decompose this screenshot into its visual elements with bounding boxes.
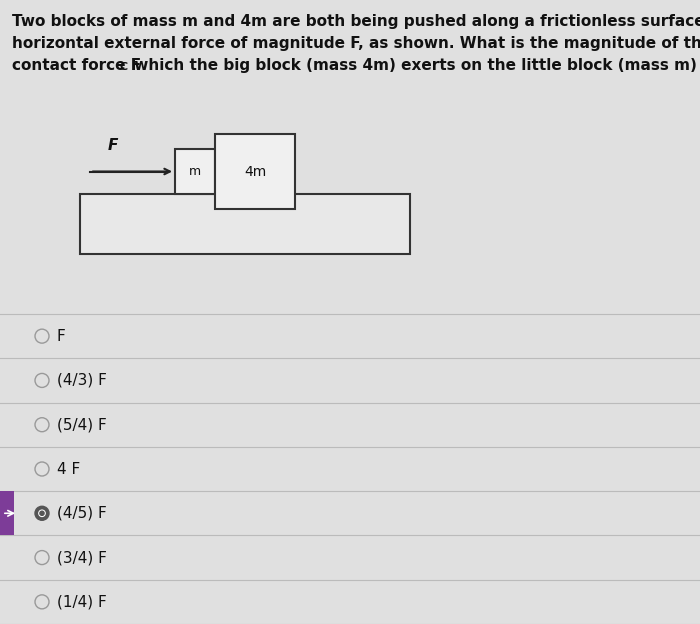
Text: F: F bbox=[107, 139, 118, 154]
Text: (3/4) F: (3/4) F bbox=[57, 550, 107, 565]
Text: C: C bbox=[120, 62, 128, 72]
Bar bbox=[215, 134, 295, 209]
Text: contact force F: contact force F bbox=[12, 58, 141, 73]
Text: Two blocks of mass m and 4m are both being pushed along a frictionless surface b: Two blocks of mass m and 4m are both bei… bbox=[12, 14, 700, 29]
Circle shape bbox=[40, 511, 44, 515]
Text: (1/4) F: (1/4) F bbox=[57, 594, 106, 610]
Text: (4/5) F: (4/5) F bbox=[57, 506, 106, 521]
Circle shape bbox=[39, 510, 45, 517]
Bar bbox=[175, 149, 215, 194]
Circle shape bbox=[35, 506, 49, 520]
Text: F: F bbox=[57, 329, 66, 344]
Text: m: m bbox=[189, 165, 201, 178]
Bar bbox=[0, 491, 14, 535]
Text: (4/3) F: (4/3) F bbox=[57, 373, 107, 388]
Bar bbox=[80, 194, 410, 254]
Text: (5/4) F: (5/4) F bbox=[57, 417, 106, 432]
Text: horizontal external force of magnitude F, as shown. What is the magnitude of the: horizontal external force of magnitude F… bbox=[12, 36, 700, 51]
Text: 4 F: 4 F bbox=[57, 462, 80, 477]
Text: which the big block (mass 4m) exerts on the little block (mass m) ?: which the big block (mass 4m) exerts on … bbox=[129, 58, 700, 73]
Text: 4m: 4m bbox=[244, 165, 266, 178]
